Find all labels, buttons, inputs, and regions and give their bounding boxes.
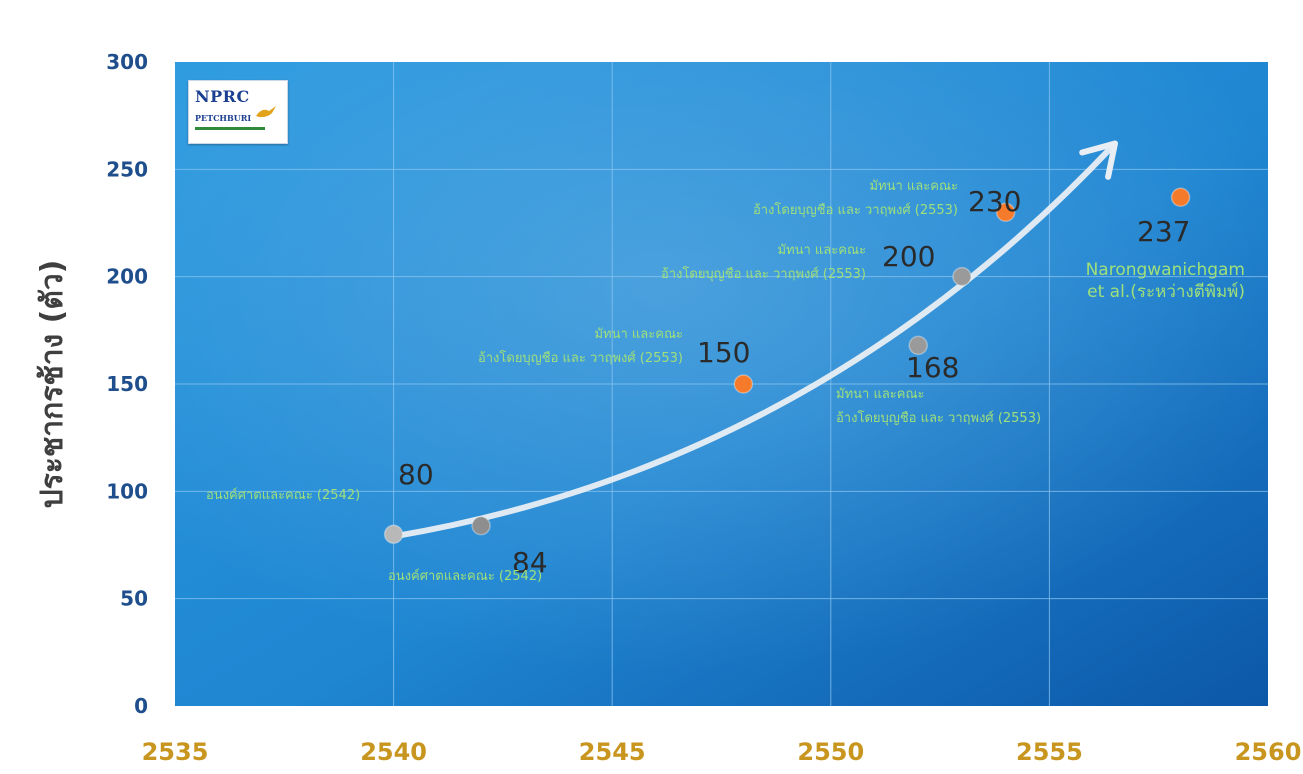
x-tick-label: 2555 xyxy=(1016,738,1083,766)
data-point xyxy=(908,335,928,356)
data-point xyxy=(1170,187,1191,207)
source-label: อนงค์ศาตและคณะ (2542) xyxy=(388,568,542,584)
y-tick-label: 300 xyxy=(106,50,148,74)
x-tick-label: 2545 xyxy=(579,738,646,766)
data-points xyxy=(383,187,1191,545)
y-tick-label: 50 xyxy=(120,587,148,611)
grid-lines xyxy=(175,62,1268,706)
y-axis-ticks: 0 50 100 150 200 250 300 xyxy=(106,50,148,718)
data-value-label: 200 xyxy=(882,240,935,273)
x-axis-ticks: 2535 2540 2545 2550 2555 2560 xyxy=(142,738,1302,766)
data-value-label: 80 xyxy=(398,458,434,491)
source-label: มัทนา และคณะ xyxy=(777,243,866,258)
y-tick-label: 250 xyxy=(106,157,148,181)
logo-underline xyxy=(195,127,265,130)
data-value-label: 230 xyxy=(968,185,1021,218)
trend-arrow-head xyxy=(1079,140,1118,180)
source-label: อ้างโดยบุญชือ และ วาฤพงศ์ (2553) xyxy=(753,202,958,218)
y-tick-label: 200 xyxy=(106,265,148,289)
y-tick-label: 100 xyxy=(106,479,148,503)
data-point xyxy=(471,515,491,536)
source-label: อนงค์ศาตและคณะ (2542) xyxy=(206,487,360,503)
data-value-label: 168 xyxy=(906,351,959,384)
logo-title: NPRC xyxy=(195,87,250,106)
bird-icon xyxy=(256,106,276,118)
x-tick-label: 2540 xyxy=(360,738,427,766)
data-point xyxy=(995,202,1016,223)
y-tick-label: 0 xyxy=(134,694,148,718)
source-label: Narongwanichgam xyxy=(1086,260,1245,280)
data-value-label: 237 xyxy=(1137,215,1190,248)
trend-arrow xyxy=(390,140,1118,540)
data-point xyxy=(733,374,754,394)
y-tick-label: 150 xyxy=(106,372,148,396)
source-label: อ้างโดยบุญชือ และ วาฤพงศ์ (2553) xyxy=(478,350,683,366)
source-label: อ้างโดยบุญชือ และ วาฤพงศ์ (2553) xyxy=(836,410,1041,426)
x-tick-label: 2550 xyxy=(797,738,864,766)
source-label: มัทนา และคณะ xyxy=(869,179,958,194)
x-tick-label: 2560 xyxy=(1235,738,1302,766)
y-axis-label: ประชากรช้าง (ตัว) xyxy=(35,260,70,509)
source-label: อ้างโดยบุญชือ และ วาฤพงศ์ (2553) xyxy=(661,266,866,282)
source-label: มัทนา และคณะ xyxy=(594,327,683,342)
source-label: et al.(ระหว่างตีพิมพ์) xyxy=(1087,282,1245,302)
source-label: มัทนา และคณะ xyxy=(836,387,925,402)
logo-subtitle: PETCHBURI xyxy=(195,113,252,123)
data-point xyxy=(383,524,404,545)
data-point xyxy=(952,266,972,287)
data-value-label: 84 xyxy=(512,546,548,579)
data-value-label: 150 xyxy=(697,336,750,369)
trend-arrow-shaft xyxy=(390,140,1118,540)
x-tick-label: 2535 xyxy=(142,738,209,766)
nprc-logo: NPRC PETCHBURI xyxy=(188,80,288,144)
